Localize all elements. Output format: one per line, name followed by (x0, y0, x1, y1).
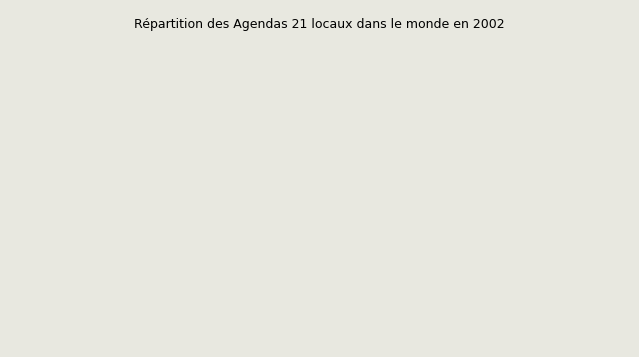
Text: Répartition des Agendas 21 locaux dans le monde en 2002: Répartition des Agendas 21 locaux dans l… (134, 18, 505, 31)
